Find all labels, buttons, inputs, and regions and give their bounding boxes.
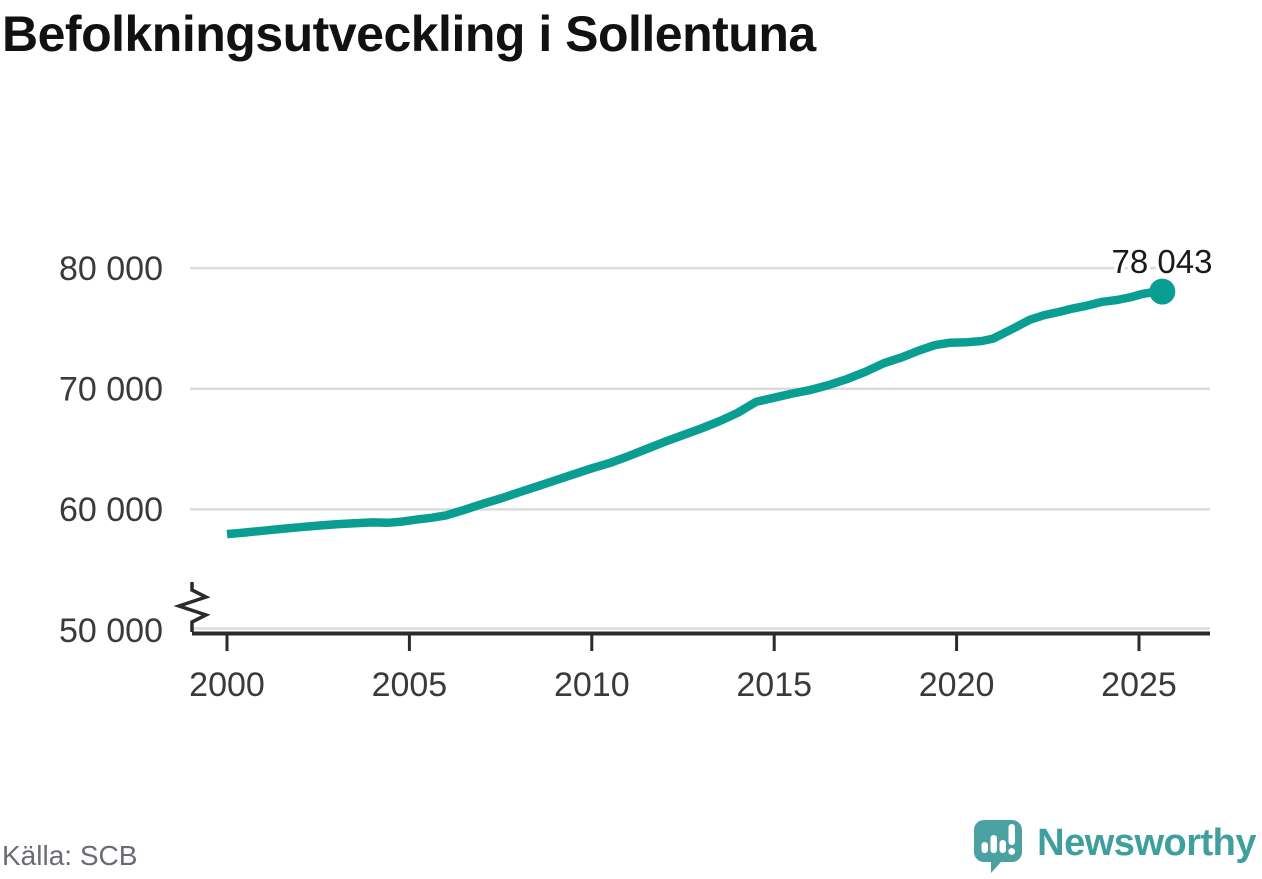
brand-wordmark: Newsworthy — [1037, 822, 1256, 864]
x-tick-label: 2010 — [554, 666, 630, 704]
x-tick-label: 2005 — [372, 666, 448, 704]
x-tick-label: 2000 — [189, 666, 265, 704]
y-axis-labels: 80 000 70 000 60 000 50 000 — [59, 250, 163, 650]
x-tick-label: 2025 — [1101, 666, 1177, 704]
y-tick-label: 60 000 — [59, 491, 163, 529]
newsworthy-bubble-icon — [974, 820, 1023, 873]
bar-chart-exclamation-glyph — [981, 824, 1016, 855]
x-tick-label: 2020 — [919, 666, 995, 704]
x-axis-labels: 2000 2005 2010 2015 2020 2025 — [189, 666, 1177, 704]
latest-value-dot — [1149, 278, 1176, 305]
y-tick-label: 70 000 — [59, 371, 163, 409]
y-tick-label: 80 000 — [59, 250, 163, 288]
newsworthy-logo: Newsworthy — [974, 820, 1256, 874]
gridlines — [190, 266, 1210, 630]
y-axis-break-icon — [173, 582, 211, 632]
x-tick-label: 2015 — [736, 666, 812, 704]
y-tick-label: 50 000 — [59, 612, 163, 650]
population-line — [226, 287, 1163, 539]
latest-value-label: 78 043 — [1112, 243, 1213, 280]
page-title: Befolkningsutveckling i Sollentuna — [2, 6, 816, 62]
source-note: Källa: SCB — [2, 840, 138, 871]
x-axis: 2000 2005 2010 2015 2020 2025 — [173, 582, 1210, 704]
x-tick-marks — [225, 635, 1141, 651]
